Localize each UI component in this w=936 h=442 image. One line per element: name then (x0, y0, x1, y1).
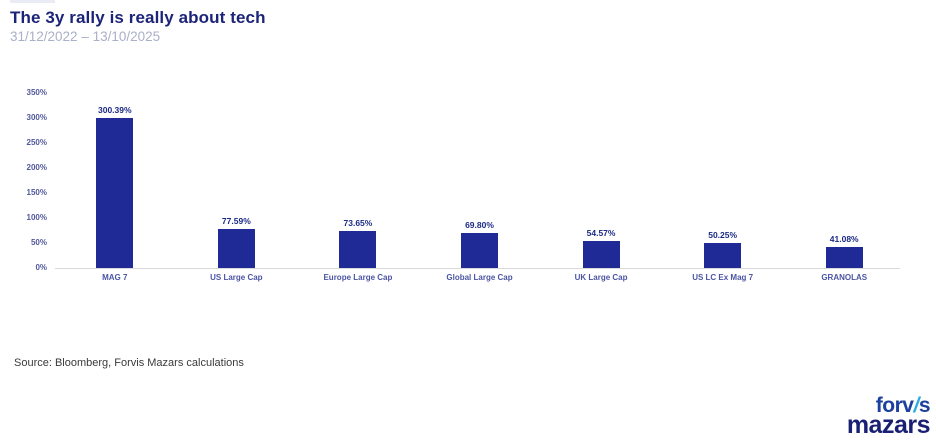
x-axis-line (55, 268, 900, 269)
x-axis-category-label: Global Large Cap (446, 273, 513, 282)
bar-value-label: 54.57% (586, 227, 616, 238)
bar (96, 117, 134, 268)
bar (582, 240, 620, 268)
bar (217, 229, 255, 268)
x-axis-category-label: US LC Ex Mag 7 (692, 273, 754, 282)
bar (825, 247, 863, 268)
chart-date-range: 31/12/2022 – 13/10/2025 (10, 29, 161, 44)
logo-slash-icon: / (913, 394, 919, 417)
y-axis-tick-label: 250% (26, 138, 47, 147)
bar (461, 233, 498, 268)
y-axis-tick-label: 300% (26, 113, 47, 122)
y-axis-tick-label: 150% (26, 188, 47, 197)
x-axis-category-label: UK Large Cap (574, 273, 628, 282)
top-left-artifact (10, 0, 55, 3)
logo-word-forvis: forv/s (875, 394, 931, 417)
bar-value-label: 41.08% (829, 234, 859, 245)
bar-value-label: 50.25% (708, 229, 738, 240)
forvis-mazars-logo: forv/s mazars (846, 394, 931, 439)
y-axis-tick-label: 50% (30, 238, 47, 247)
bar (704, 242, 742, 268)
y-axis-tick-label: 100% (26, 213, 47, 222)
y-axis-tick-label: 200% (26, 163, 47, 172)
y-axis-tick-label: 0% (35, 263, 47, 272)
x-axis-category-label: US Large Cap (210, 273, 263, 282)
bar-value-label: 77.59% (221, 216, 251, 227)
logo-word-mazars: mazars (846, 411, 931, 439)
source-note: Source: Bloomberg, Forvis Mazars calcula… (14, 357, 244, 369)
bar (339, 231, 377, 268)
x-axis-category-label: GRANOLAS (821, 273, 868, 282)
bar-value-label: 73.65% (343, 218, 373, 229)
x-axis-category-label: Europe Large Cap (323, 273, 393, 282)
chart-title: The 3y rally is really about tech (10, 8, 266, 27)
bar-value-label: 69.80% (465, 220, 494, 231)
x-axis-category-label: MAG 7 (102, 273, 128, 282)
y-axis-tick-label: 350% (26, 88, 47, 97)
bar-value-label: 300.39% (98, 104, 132, 115)
